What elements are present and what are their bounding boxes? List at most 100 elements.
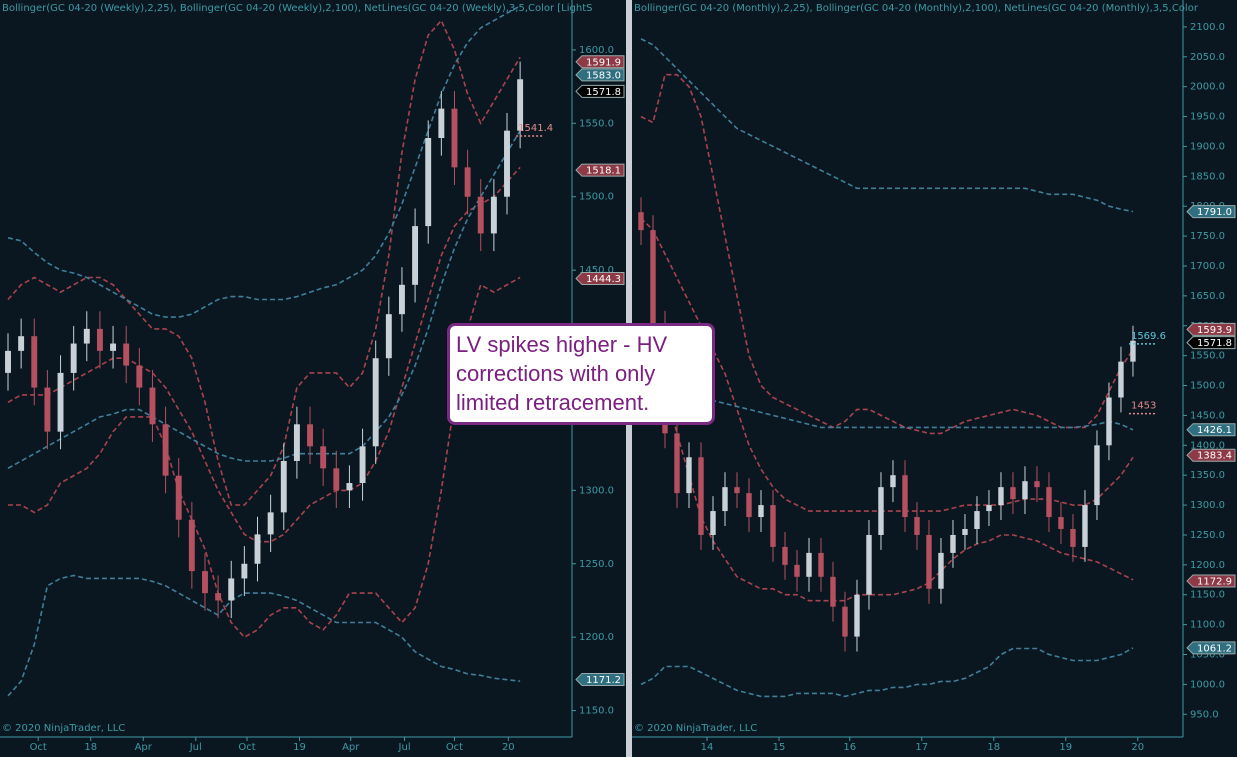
candle-body	[162, 424, 169, 476]
price-marker-label: 1591.9	[586, 57, 621, 68]
candle-body	[854, 594, 860, 637]
candle-body	[926, 534, 932, 589]
candle-body	[998, 487, 1004, 506]
price-marker-label: 1571.8	[1197, 338, 1232, 349]
price-marker-label: 1444.3	[586, 274, 621, 285]
y-tick-label: 1150.0	[579, 706, 614, 717]
price-marker	[575, 55, 625, 69]
candle-body	[96, 328, 103, 351]
indicator-header: Bollinger(GC 04-20 (Monthly),2,25), Boll…	[634, 3, 1199, 14]
plot	[5, 5, 524, 697]
indicator-header: Bollinger(GC 04-20 (Weekly),2,25), Bolli…	[2, 3, 592, 14]
x-tick-label: Jul	[398, 742, 411, 753]
candle-body	[650, 230, 656, 326]
y-tick-label: 1550.0	[1190, 351, 1225, 362]
price-marker-label: 1583.0	[586, 70, 621, 81]
price-marker	[1186, 641, 1236, 655]
y-tick-label: 1850.0	[1190, 171, 1225, 182]
y-tick-label: 950.0	[1190, 709, 1219, 720]
y-tick-label: 1000.0	[1190, 679, 1225, 690]
y-tick-label: 1450.0	[579, 265, 614, 276]
price-marker	[1186, 322, 1236, 336]
y-tick-label: 1950.0	[1190, 112, 1225, 123]
y-tick-label: 1400.0	[1190, 440, 1225, 451]
candle-body	[1058, 517, 1064, 529]
bollinger-band	[640, 647, 1134, 698]
candle-body	[758, 505, 764, 518]
x-tick-label: 17	[915, 742, 928, 753]
candle-body	[1010, 487, 1016, 500]
x-tick-label: 14	[701, 742, 714, 753]
bollinger-band	[8, 276, 521, 639]
x-tick-label: 18	[84, 742, 97, 753]
candle-body	[638, 212, 644, 231]
y-tick-label: 1050.0	[1190, 650, 1225, 661]
price-marker	[1186, 574, 1236, 588]
x-tick-label: Oct	[30, 742, 47, 753]
price-marker-label: 1426.1	[1197, 425, 1232, 436]
y-tick-label: 1350.0	[1190, 470, 1225, 481]
price-marker-label: 1791.0	[1197, 207, 1232, 218]
x-tick-label: 20	[502, 742, 515, 753]
y-tick-label: 1450.0	[1190, 410, 1225, 421]
candle-body	[1094, 445, 1100, 506]
plot	[638, 38, 1136, 698]
candle-body	[425, 138, 432, 227]
candle-body	[962, 528, 968, 535]
candle-body	[986, 505, 992, 512]
annotation: LV spikes higher - HV corrections with o…	[447, 323, 715, 425]
candle-body	[890, 475, 896, 488]
candle-body	[504, 130, 510, 197]
bollinger-band	[7, 5, 521, 318]
y-tick-label: 1600.0	[579, 45, 614, 56]
x-tick-label: Oct	[238, 742, 255, 753]
price-marker	[1186, 423, 1236, 437]
y-tick-label: 1150.0	[1190, 590, 1225, 601]
candle-body	[149, 387, 156, 425]
candle-body	[1070, 528, 1076, 547]
candle-body	[464, 167, 471, 197]
price-marker	[575, 163, 625, 177]
candle-body	[686, 457, 692, 494]
level-label: 1453	[1131, 401, 1156, 412]
candle-body	[202, 571, 208, 594]
price-marker-label: 1593.9	[1197, 325, 1232, 336]
candle-body	[746, 493, 752, 518]
candle-body	[698, 457, 704, 535]
candle-body	[842, 606, 848, 637]
x-tick-label: 18	[987, 742, 1000, 753]
y-tick-label: 1500.0	[1190, 381, 1225, 392]
candle-body	[398, 284, 405, 315]
bollinger-band	[641, 384, 1134, 431]
y-tick-label: 1250.0	[1190, 530, 1225, 541]
bollinger-band	[7, 130, 521, 469]
candle-body	[267, 512, 274, 535]
y-tick-label: 2000.0	[1190, 82, 1225, 93]
level-label: 1541.4	[518, 123, 553, 134]
candle-body	[438, 108, 445, 139]
y-tick-label: 1750.0	[1190, 231, 1225, 242]
price-marker-label: 1172.9	[1197, 577, 1232, 588]
candle-body	[974, 511, 980, 529]
x-tick-label: 16	[843, 742, 856, 753]
candle-body	[385, 314, 392, 359]
y-tick-label: 1650.0	[1190, 291, 1225, 302]
x-tick-label: Jul	[189, 742, 202, 753]
candle-body	[307, 424, 313, 447]
candle-body	[412, 226, 419, 285]
candle-body	[1046, 487, 1052, 518]
candle-body	[320, 446, 327, 469]
price-marker	[1186, 448, 1236, 462]
candle-body	[57, 372, 64, 432]
bollinger-band	[7, 574, 521, 697]
price-marker	[575, 84, 625, 98]
y-tick-label: 1700.0	[1190, 261, 1225, 272]
y-tick-label: 1300.0	[1190, 500, 1225, 511]
candle-body	[517, 79, 524, 131]
candle-body	[31, 336, 38, 388]
candle-body	[938, 552, 944, 589]
candle-body	[950, 534, 956, 553]
copyright: © 2020 NinjaTrader, LLC	[634, 723, 757, 734]
bollinger-band	[640, 348, 1134, 602]
candle-body	[878, 487, 884, 535]
